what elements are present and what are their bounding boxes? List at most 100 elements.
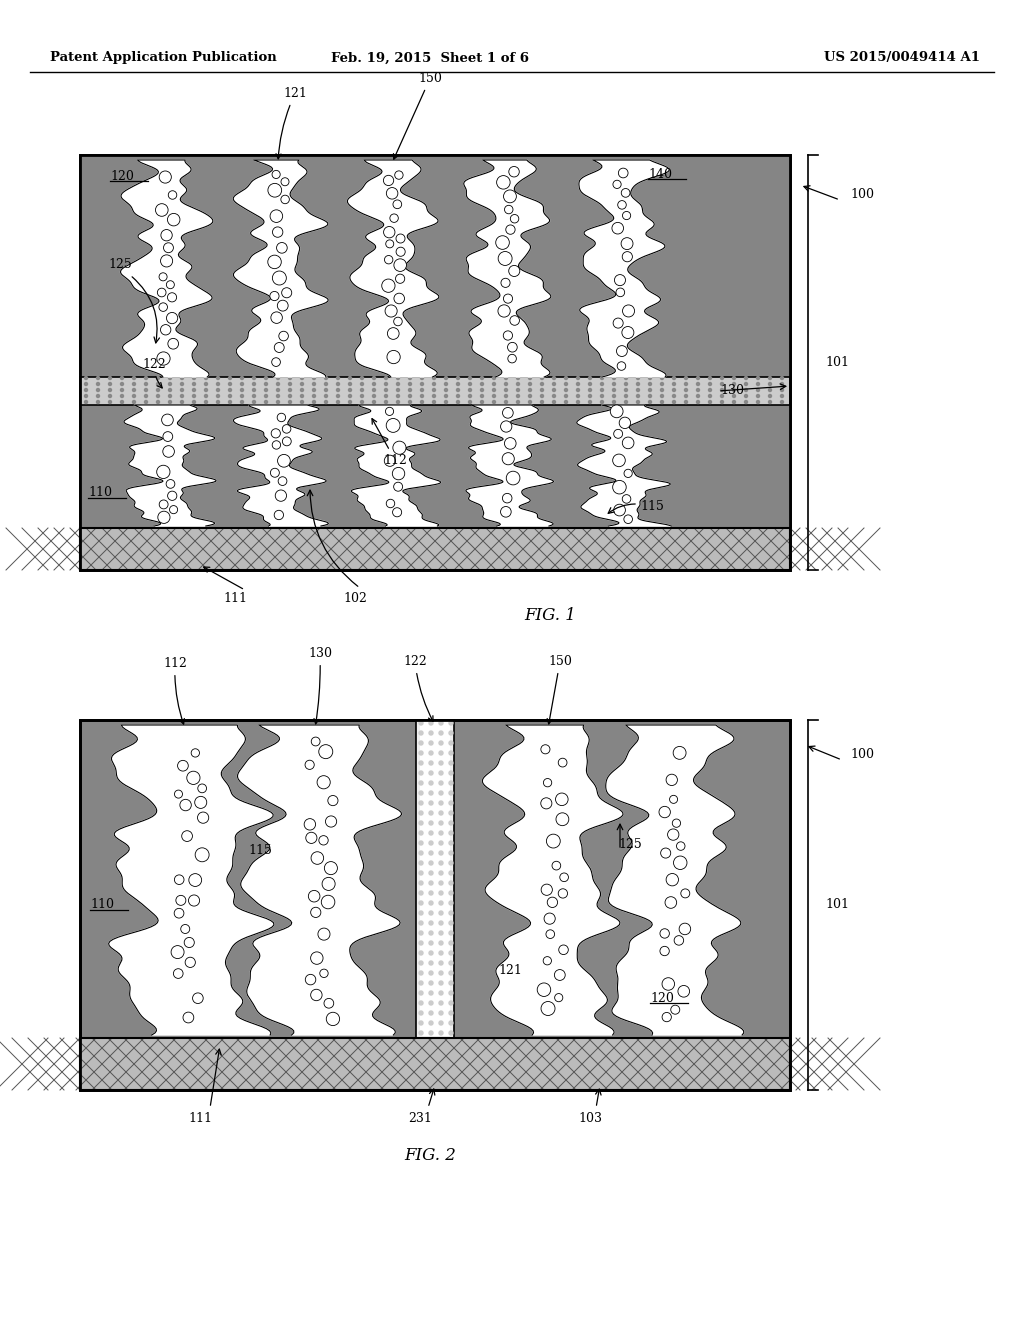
Circle shape — [144, 395, 147, 397]
Circle shape — [183, 1012, 194, 1023]
Circle shape — [660, 383, 664, 385]
Circle shape — [613, 429, 623, 438]
Bar — [80, 719, 790, 1090]
Polygon shape — [466, 405, 554, 525]
Circle shape — [419, 981, 423, 985]
Polygon shape — [577, 405, 671, 525]
Text: 111: 111 — [188, 1111, 212, 1125]
Circle shape — [132, 400, 135, 404]
Circle shape — [272, 170, 281, 178]
Circle shape — [312, 395, 315, 397]
Circle shape — [305, 760, 314, 770]
Circle shape — [167, 313, 178, 323]
Circle shape — [541, 383, 544, 385]
Circle shape — [505, 400, 508, 404]
Circle shape — [157, 400, 160, 404]
Circle shape — [180, 376, 183, 380]
Circle shape — [419, 1001, 423, 1005]
Circle shape — [429, 931, 433, 935]
Circle shape — [449, 1020, 453, 1026]
Circle shape — [264, 400, 267, 404]
Circle shape — [270, 210, 283, 223]
Circle shape — [616, 288, 625, 297]
Circle shape — [360, 383, 364, 385]
Circle shape — [637, 383, 640, 385]
Circle shape — [681, 888, 690, 898]
Circle shape — [589, 388, 592, 392]
Circle shape — [385, 305, 397, 317]
Circle shape — [387, 327, 399, 339]
Circle shape — [541, 388, 544, 392]
Circle shape — [449, 902, 453, 906]
Circle shape — [180, 383, 183, 385]
Circle shape — [671, 1006, 680, 1014]
Circle shape — [429, 861, 433, 865]
Circle shape — [439, 741, 443, 744]
Circle shape — [721, 400, 724, 404]
Circle shape — [373, 395, 376, 397]
Circle shape — [325, 388, 328, 392]
Circle shape — [696, 388, 699, 392]
Circle shape — [144, 400, 147, 404]
Text: 110: 110 — [90, 899, 114, 912]
Circle shape — [325, 376, 328, 380]
Circle shape — [324, 998, 334, 1008]
Circle shape — [505, 383, 508, 385]
Circle shape — [429, 921, 433, 925]
Circle shape — [663, 978, 675, 990]
Circle shape — [419, 721, 423, 725]
Text: 125: 125 — [618, 838, 642, 851]
Circle shape — [469, 395, 471, 397]
Circle shape — [600, 400, 603, 404]
Polygon shape — [351, 405, 440, 525]
Circle shape — [253, 388, 256, 392]
Circle shape — [528, 376, 531, 380]
Circle shape — [503, 494, 512, 503]
Circle shape — [439, 950, 443, 954]
Circle shape — [429, 751, 433, 755]
Circle shape — [382, 279, 395, 292]
Circle shape — [637, 400, 640, 404]
Circle shape — [677, 842, 685, 850]
Circle shape — [625, 376, 628, 380]
Circle shape — [429, 821, 433, 825]
Circle shape — [396, 234, 406, 243]
Circle shape — [272, 271, 287, 285]
Text: 122: 122 — [142, 359, 166, 388]
Circle shape — [386, 240, 394, 248]
Circle shape — [300, 388, 303, 392]
Circle shape — [439, 981, 443, 985]
Circle shape — [659, 807, 671, 818]
Circle shape — [541, 400, 544, 404]
Circle shape — [439, 911, 443, 915]
Circle shape — [457, 395, 460, 397]
Circle shape — [241, 388, 244, 392]
Circle shape — [168, 293, 176, 302]
Circle shape — [757, 388, 760, 392]
Circle shape — [577, 400, 580, 404]
Circle shape — [696, 383, 699, 385]
Circle shape — [419, 880, 423, 884]
Circle shape — [323, 878, 335, 891]
Circle shape — [505, 206, 513, 214]
Bar — [80, 378, 790, 405]
Circle shape — [623, 495, 631, 503]
Circle shape — [300, 376, 303, 380]
Circle shape — [541, 884, 552, 895]
Circle shape — [96, 400, 99, 404]
Circle shape — [306, 833, 317, 843]
Circle shape — [348, 383, 351, 385]
Circle shape — [501, 279, 510, 288]
Circle shape — [510, 215, 519, 223]
Circle shape — [449, 861, 453, 865]
Circle shape — [505, 395, 508, 397]
Circle shape — [469, 383, 471, 385]
Circle shape — [493, 376, 496, 380]
Circle shape — [439, 721, 443, 725]
Circle shape — [439, 891, 443, 895]
Text: 120: 120 — [650, 991, 674, 1005]
Circle shape — [541, 744, 550, 754]
Circle shape — [419, 941, 423, 945]
Circle shape — [516, 395, 519, 397]
Circle shape — [322, 895, 335, 908]
